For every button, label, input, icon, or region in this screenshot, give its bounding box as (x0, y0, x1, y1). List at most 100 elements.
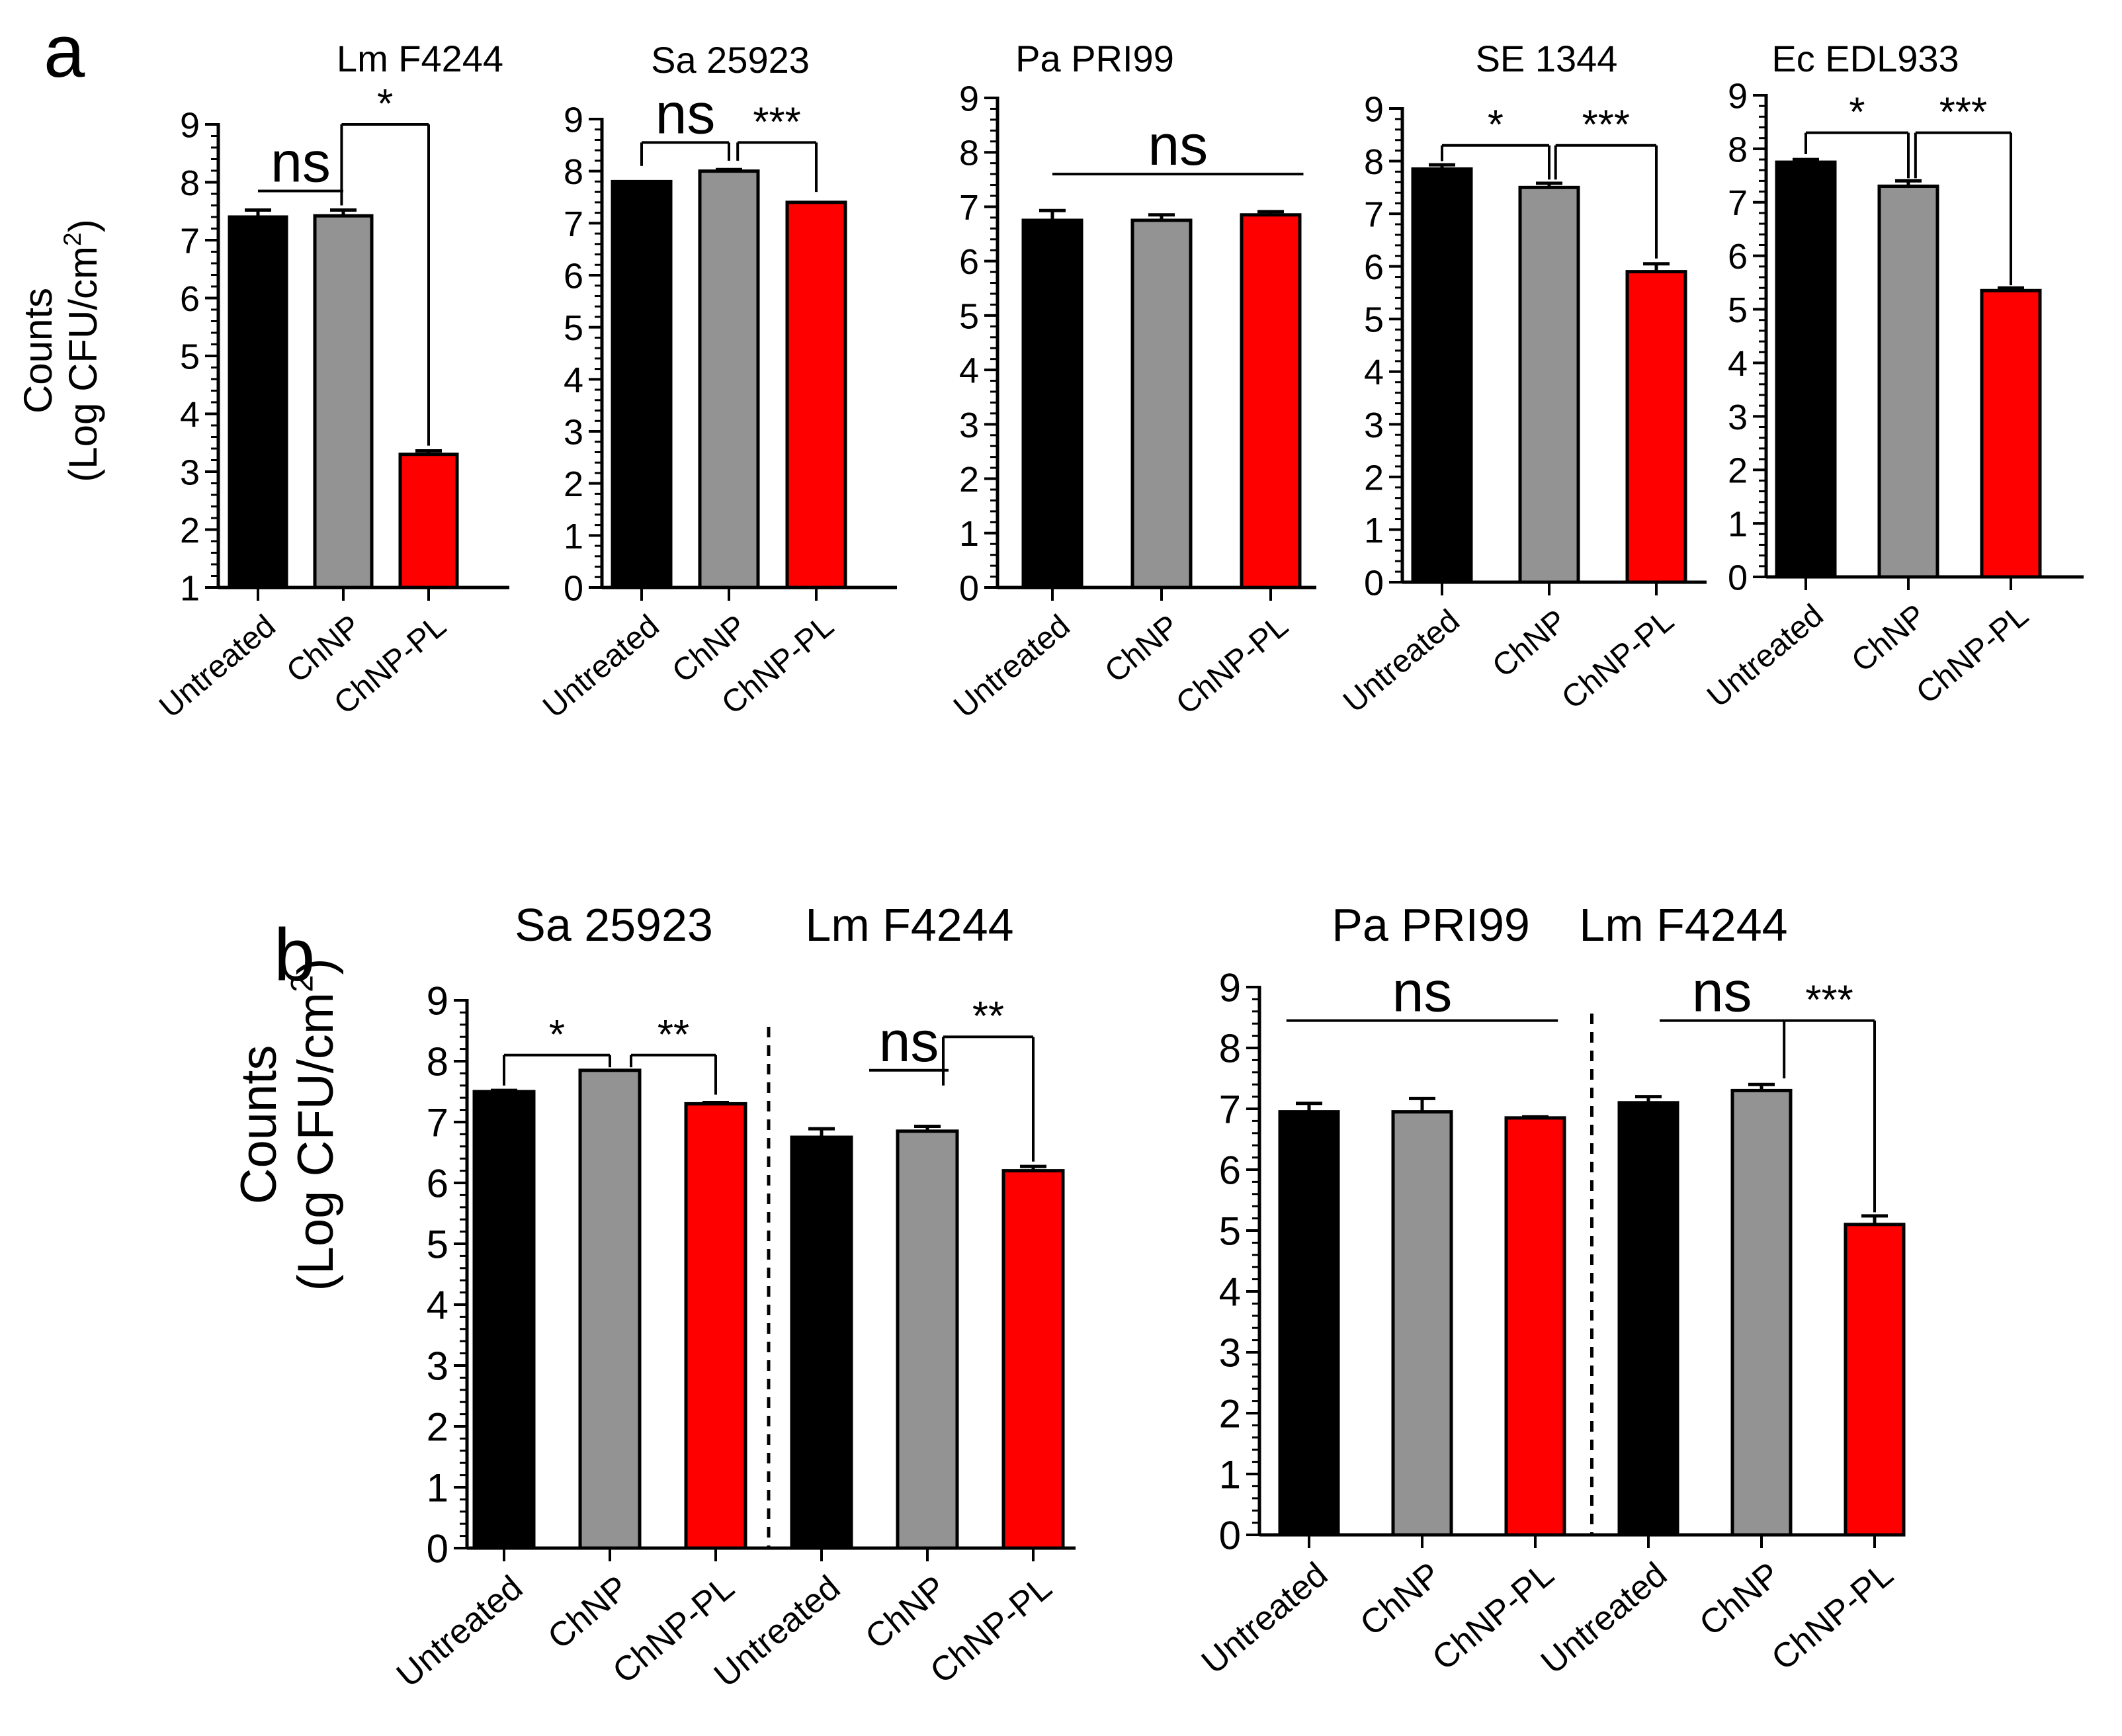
y-axis-unit-label: (Log CFU/cm2) (58, 219, 105, 482)
y-tick-label: 4 (564, 361, 583, 400)
x-category-label: ChNP-PL (1169, 609, 1294, 722)
y-tick-label: 5 (959, 296, 979, 336)
y-tick-label: 9 (1219, 966, 1241, 1010)
y-tick-label: 3 (959, 406, 979, 445)
group-title: Lm F4244 (1579, 899, 1787, 951)
y-tick-label: 5 (1364, 300, 1384, 340)
panel-label-b: b (274, 914, 316, 996)
bar-untreated (1278, 1110, 1340, 1537)
y-tick-label: 6 (1364, 247, 1384, 287)
bar-untreated (472, 1090, 536, 1550)
significance-label: ns (1148, 114, 1208, 177)
significance-label: *** (1582, 103, 1630, 148)
significance-label: ns (879, 1010, 939, 1074)
y-tick-label: 6 (427, 1162, 448, 1206)
y-tick-label: 8 (1219, 1027, 1241, 1071)
y-tick-label: 3 (1219, 1331, 1241, 1375)
y-tick-label: 7 (1219, 1088, 1241, 1132)
y-tick-label: 2 (180, 511, 200, 550)
y-tick-label: 5 (1219, 1209, 1241, 1254)
x-category-label: ChNP (1486, 603, 1574, 685)
x-category-label: ChNP (1353, 1555, 1449, 1644)
y-tick-label: 4 (1364, 353, 1384, 392)
y-tick-label: 4 (959, 351, 979, 391)
significance-label: ns (656, 82, 716, 146)
bar-chnp (313, 214, 374, 589)
bar-chnp (698, 169, 760, 589)
bar-chnp (1391, 1110, 1453, 1537)
significance-label: ns (1392, 961, 1453, 1024)
y-tick-label: 7 (564, 204, 583, 244)
significance-label: * (549, 1012, 565, 1058)
y-tick-label: 7 (427, 1101, 448, 1145)
significance-label: *** (1939, 90, 1987, 136)
x-category-label: ChNP (859, 1569, 954, 1657)
x-category-label: Untreated (536, 609, 666, 725)
significance-label: ** (658, 1012, 689, 1058)
significance-label: * (1488, 103, 1504, 148)
y-tick-label: 6 (1219, 1149, 1241, 1193)
bar-chnp-pl (1504, 1116, 1566, 1537)
y-axis-label: Counts (231, 1045, 287, 1205)
y-axis-unit-label: (Log CFU/cm2) (284, 958, 344, 1291)
y-tick-label: 3 (180, 453, 200, 492)
y-tick-label: 2 (1364, 458, 1384, 498)
panel-label-a: a (44, 10, 85, 93)
y-tick-label: 1 (959, 514, 979, 554)
significance-label: ns (271, 131, 331, 195)
bar-chnp-pl (1844, 1223, 1906, 1537)
significance-label: ns (1692, 961, 1752, 1024)
bar-untreated (228, 215, 288, 589)
bar-chnp-pl (1625, 270, 1687, 584)
y-tick-label: 1 (1364, 511, 1384, 550)
y-tick-label: 9 (427, 979, 448, 1023)
y-tick-label: 7 (180, 221, 200, 261)
y-tick-label: 0 (564, 568, 583, 608)
y-tick-label: 4 (1219, 1270, 1241, 1315)
group-title: Sa 25923 (515, 899, 713, 951)
x-category-label: Untreated (1195, 1555, 1335, 1682)
y-tick-label: 5 (180, 337, 200, 376)
significance-label: * (377, 81, 393, 127)
y-tick-label: 9 (959, 79, 979, 118)
y-tick-label: 4 (427, 1283, 448, 1328)
bar-untreated (1411, 167, 1473, 584)
bar-chnp-pl (398, 453, 459, 589)
y-tick-label: 3 (1728, 398, 1748, 437)
y-tick-label: 2 (1219, 1392, 1241, 1436)
y-tick-label: 8 (1728, 130, 1748, 169)
y-tick-label: 1 (564, 517, 583, 556)
y-tick-label: 7 (1364, 195, 1384, 235)
y-tick-label: 6 (959, 242, 979, 282)
y-tick-label: 0 (427, 1527, 448, 1571)
y-tick-label: 5 (427, 1223, 448, 1267)
y-tick-label: 7 (959, 188, 979, 228)
y-tick-label: 0 (1364, 563, 1384, 603)
bar-chnp (1730, 1088, 1793, 1537)
bar-untreated (1617, 1101, 1679, 1537)
x-category-label: ChNP-PL (1765, 1555, 1901, 1678)
y-tick-label: 4 (1728, 344, 1748, 384)
bar-chnp-pl (1980, 288, 2042, 579)
y-tick-label: 6 (1728, 237, 1748, 277)
y-tick-label: 2 (427, 1405, 448, 1450)
x-category-label: ChNP (541, 1569, 636, 1657)
y-tick-label: 0 (1219, 1514, 1241, 1558)
y-tick-label: 1 (1219, 1453, 1241, 1497)
y-tick-label: 3 (564, 412, 583, 452)
x-category-label: Untreated (1534, 1555, 1674, 1682)
y-tick-label: 7 (1728, 183, 1748, 223)
group-title: Pa PRI99 (1332, 899, 1530, 951)
bar-untreated (790, 1135, 853, 1550)
y-tick-label: 8 (1364, 142, 1384, 182)
bar-chnp-pl (684, 1102, 747, 1550)
bar-chnp (578, 1068, 642, 1550)
chart-title: Sa 25923 (651, 39, 810, 81)
y-tick-label: 2 (564, 464, 583, 504)
y-tick-label: 1 (1728, 505, 1748, 544)
y-tick-label: 4 (180, 395, 200, 435)
bar-chnp (896, 1129, 959, 1550)
y-tick-label: 2 (959, 460, 979, 499)
